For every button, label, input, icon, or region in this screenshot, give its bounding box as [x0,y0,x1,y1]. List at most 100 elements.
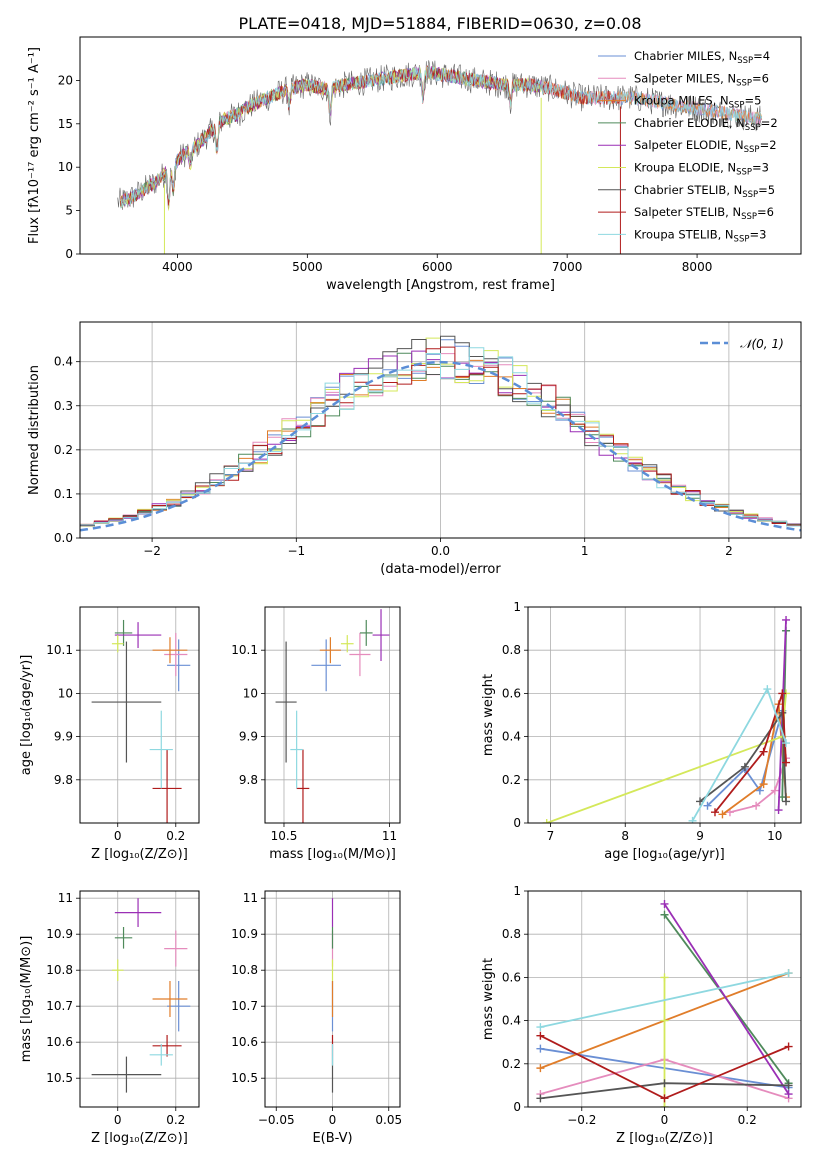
plot-residuals: −2 −1 0.0 1 2 0.0 0.1 0.2 0.3 0.4 (data-model)/err… [27,321,802,577]
x-tick-label: −2 [143,544,161,558]
errorbar-point [359,619,373,646]
x-tick-label: −1 [287,544,305,558]
weight-marker [740,762,749,771]
y-tick-label: 0.6 [502,970,521,984]
weight-marker [660,973,669,982]
x-tick-label: 1 [581,544,589,558]
y-tick-label: 0.0 [54,531,73,545]
errorbar-point [152,749,182,823]
grid-age_vs_z [80,607,199,823]
x-tick-label: 0.05 [375,1113,402,1127]
weight-marker [782,615,791,624]
weight-marker [703,801,712,810]
weight-marker [660,1094,669,1103]
y-tick-label: 0.2 [54,443,73,457]
weight-marker [688,816,697,823]
y-tick-label: 9.9 [54,730,73,744]
data-residuals [80,335,801,538]
legend-label: Chabrier MILES, NSSP=4 [634,49,770,66]
x-tick-label: 8000 [682,260,713,274]
errorbar-point [111,635,124,653]
figure-title: PLATE=0418, MJD=51884, FIBERID=0630, z=0… [238,14,641,33]
errorbar-point [167,981,191,1032]
weight-marker [536,1044,545,1053]
y-tick-label: 10.9 [231,927,258,941]
y-tick-label: 0.4 [502,1014,521,1028]
x-tick-label: 6000 [422,260,453,274]
x-tick-label: 11 [382,829,397,843]
y-axis-label: mass weight [481,674,496,756]
errorbar-point [290,710,303,789]
weight-marker [752,801,761,810]
x-tick-label: 0 [329,1113,337,1127]
plot-spectrum: 4000 5000 6000 7000 8000 0 5 10 15 20 wavelength [… [27,36,802,293]
weight-series [660,899,793,1099]
weight-line [699,710,787,803]
x-tick-label: 5000 [292,260,323,274]
legend-label: Kroupa STELIB, NSSP=3 [634,227,766,244]
weight-line [729,757,787,814]
weight-series [536,1079,793,1103]
y-tick-label: 9.8 [54,773,73,787]
weight-line [721,704,787,816]
weight-line [663,903,790,1095]
x-tick-label: 0 [661,1113,669,1127]
axes-frame [264,606,401,824]
legend-label: Chabrier STELIB, NSSP=5 [634,183,775,200]
weight-series [688,685,791,823]
x-axis-label: Z [log₁₀(Z/Z⊙)] [91,847,188,862]
weight-marker [770,786,779,795]
axes-frame [79,606,200,824]
y-axis-label: Flux [fλ10⁻¹⁷ erg cm⁻² s⁻¹ A⁻¹] [27,47,42,244]
legend-label: Salpeter ELODIE, NSSP=2 [634,138,777,155]
errorbar-point [152,637,188,664]
errorbar-point [114,898,162,927]
y-tick-label: 10.5 [46,1071,73,1085]
y-tick-label: 11 [58,891,73,905]
errorbar-point [149,1044,173,1066]
errorbar-point [296,749,310,823]
y-tick-label: 10.5 [231,1071,258,1085]
weight-marker [536,1023,545,1032]
y-tick-label: 0 [513,816,521,830]
y-axis-label: mass weight [481,958,496,1040]
legend-label: Chabrier ELODIE, NSSP=2 [634,116,778,133]
data-weight_vs_age [542,615,791,823]
x-axis-label: Z [log₁₀(Z/Z⊙)] [91,1131,188,1146]
errorbar-point [164,930,188,967]
plot-age_vs_z: 0 0.2 9.8 9.9 10 10.1 Z [log₁₀(Z/Z⊙)] age [log₁… [19,606,200,862]
legend-label: Kroupa ELODIE, NSSP=3 [634,161,769,178]
data-age_vs_z [91,619,191,823]
y-tick-label: 10.9 [46,927,73,941]
errorbar-point [114,927,133,949]
spectrum-line [119,65,763,209]
errorbar-point [152,981,188,1017]
x-tick-label: 0.2 [166,1113,185,1127]
x-tick-label: −0.05 [258,1113,295,1127]
errorbar-point [152,1035,182,1057]
data-spectrum [117,60,763,254]
histogram-step [80,346,801,538]
errorbar-point [164,632,188,677]
y-tick-label: 0.4 [502,730,521,744]
plot-mass_vs_z: 0 0.2 10.5 10.6 10.7 10.8 10.9 11 Z [log₁₀(Z/Z⊙)… [19,890,200,1146]
weight-marker [782,758,791,767]
weight-marker [660,1103,669,1107]
x-axis-label: mass [log₁₀(M/M⊙)] [269,847,396,862]
weight-line [706,710,784,807]
weight-marker [759,780,768,789]
weight-marker [536,1064,545,1073]
axes-mass_vs_z: 0 0.2 10.5 10.6 10.7 10.8 10.9 11 Z [log₁₀(Z/Z⊙)… [19,890,200,1146]
y-tick-label: 10.1 [46,643,73,657]
x-axis-label: age [log₁₀(age/yr)] [604,847,725,862]
x-tick-label: −0.2 [567,1113,596,1127]
y-axis-label: age [log₁₀(age/yr)] [19,655,34,776]
data-mass_vs_z [91,898,191,1093]
y-tick-label: 10.6 [231,1035,258,1049]
weight-marker [536,1094,545,1103]
axes-spectrum: 4000 5000 6000 7000 8000 0 5 10 15 20 wavelength [… [27,36,802,293]
y-tick-label: 5 [65,204,73,218]
legend-spectrum: Chabrier MILES, NSSP=4 Salpeter MILES, NS… [598,49,778,244]
weight-marker [784,1042,793,1051]
